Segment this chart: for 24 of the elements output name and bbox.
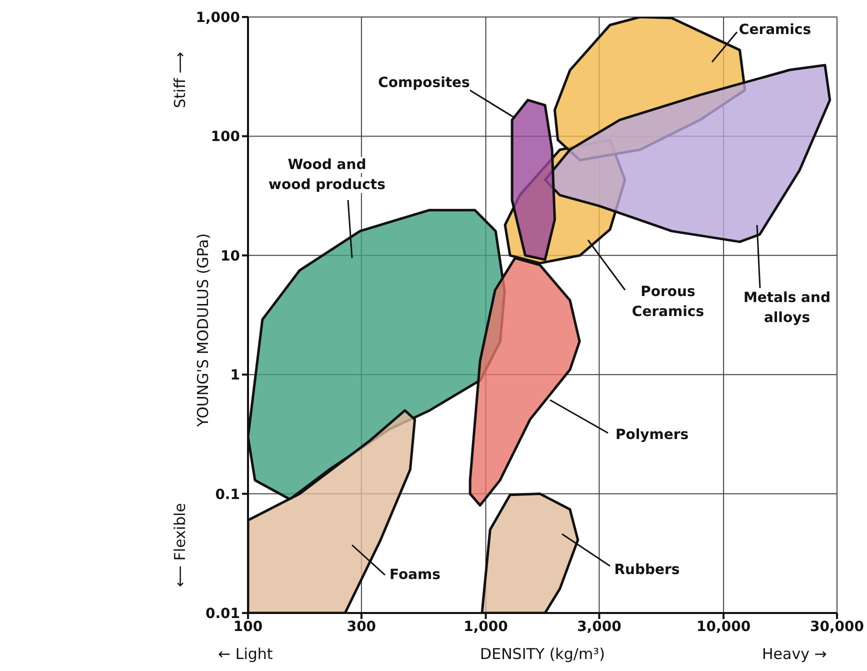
text: Porous Ceramics: [632, 284, 704, 320]
text: Polymers: [615, 427, 689, 443]
y-tick-label: 0.1: [215, 486, 240, 503]
x-axis-title: DENSITY (kg/m³): [480, 645, 605, 663]
x-tick-label: 30,000: [810, 618, 864, 635]
text: Stiff ⟶: [171, 52, 189, 108]
y-tick-label: 100: [210, 129, 240, 146]
text: ⟵ Flexible: [171, 503, 189, 587]
text: Heavy →: [762, 645, 827, 663]
y-tick-label: 1,000: [196, 10, 240, 26]
text: Wood and wood products: [268, 157, 386, 193]
text: Metals and alloys: [743, 290, 830, 326]
x-tick-label: 3,000: [577, 618, 622, 635]
x-tick-label: 300: [346, 618, 376, 635]
x-tick-label: 10,000: [696, 618, 751, 635]
x-tick-label: 1,000: [464, 618, 508, 635]
series-label: Foams: [390, 567, 440, 583]
text: ← Light: [218, 645, 273, 663]
y-tick-label: 10: [220, 248, 240, 264]
text: Composites: [378, 75, 470, 91]
y-axis-title: YOUNG'S MODULUS (GPa): [194, 233, 212, 427]
series-label: Ceramics: [738, 22, 812, 38]
y-tick-label: 1: [230, 368, 240, 384]
text: Rubbers: [614, 562, 680, 578]
